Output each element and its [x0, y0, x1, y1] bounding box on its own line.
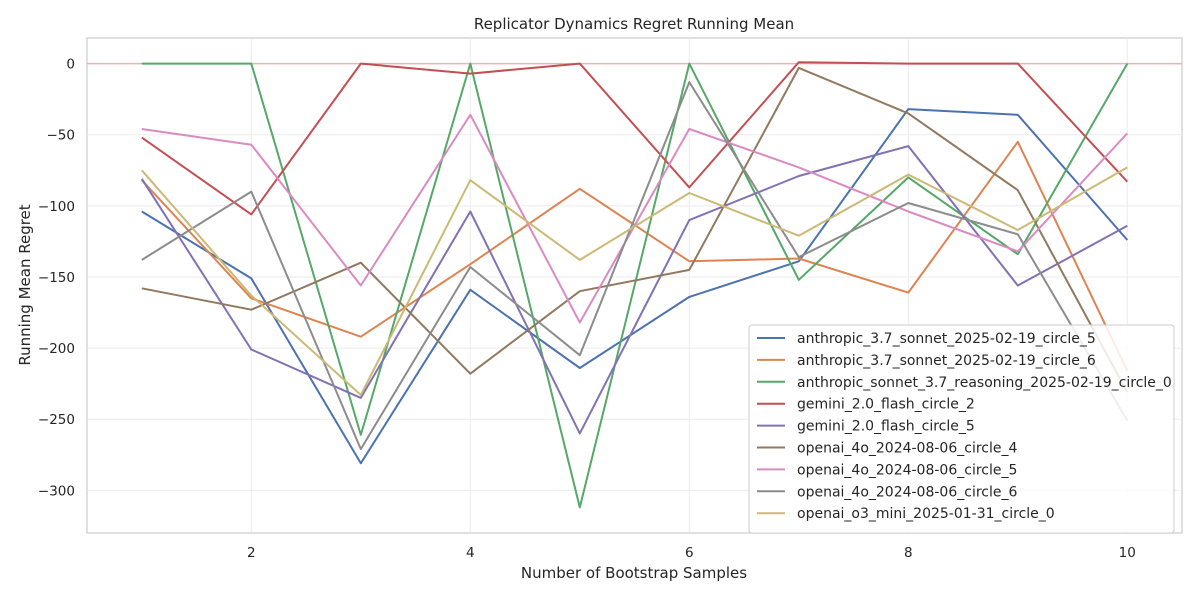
- x-tick-label: 10: [1119, 545, 1136, 561]
- y-tick-label: −50: [47, 128, 76, 144]
- series-line: [141, 81, 1129, 451]
- x-axis-ticks: 2 4 6 8 10: [247, 545, 1136, 561]
- y-tick-label: −250: [38, 412, 75, 428]
- legend: anthropic_3.7_sonnet_2025-02-19_circle_5…: [748, 324, 1175, 534]
- x-tick-label: 6: [685, 545, 694, 561]
- series-line: [141, 66, 1129, 393]
- series-line: [141, 166, 1128, 396]
- series-line: [140, 145, 1128, 435]
- legend-label: anthropic_3.7_sonnet_2025-02-19_circle_5: [797, 331, 1096, 347]
- legend-label: anthropic_sonnet_3.7_reasoning_2025-02-1…: [797, 375, 1172, 391]
- legend-label: openai_o3_mini_2025-01-31_circle_0: [797, 506, 1055, 522]
- x-tick-label: 8: [904, 545, 913, 561]
- y-tick-label: −150: [38, 270, 75, 286]
- x-tick-label: 2: [247, 545, 256, 561]
- y-tick-label: −200: [38, 341, 75, 357]
- legend-label: gemini_2.0_flash_circle_5: [797, 419, 975, 435]
- y-axis-label: Running Mean Regret: [16, 204, 34, 365]
- series-line: [141, 61, 1129, 216]
- series-line: [141, 108, 1129, 465]
- legend-label: anthropic_3.7_sonnet_2025-02-19_circle_6: [797, 353, 1096, 369]
- y-axis-ticks: 0 −50 −100 −150 −200 −250 −300: [38, 57, 75, 500]
- x-axis-label: Number of Bootstrap Samples: [521, 564, 747, 582]
- chart-title: Replicator Dynamics Regret Running Mean: [474, 15, 794, 33]
- legend-label: openai_4o_2024-08-06_circle_4: [797, 441, 1017, 457]
- series-lines: [140, 61, 1129, 509]
- legend-label: openai_4o_2024-08-06_circle_5: [797, 462, 1017, 478]
- legend-label: openai_4o_2024-08-06_circle_6: [797, 484, 1017, 500]
- plot-area-frame: [86, 37, 1183, 534]
- legend-label: gemini_2.0_flash_circle_2: [797, 397, 975, 413]
- legend-box: [748, 324, 1175, 534]
- y-tick-label: 0: [66, 57, 75, 73]
- x-tick-label: 4: [466, 545, 475, 561]
- y-tick-label: −300: [38, 483, 75, 499]
- y-tick-label: −100: [38, 199, 75, 215]
